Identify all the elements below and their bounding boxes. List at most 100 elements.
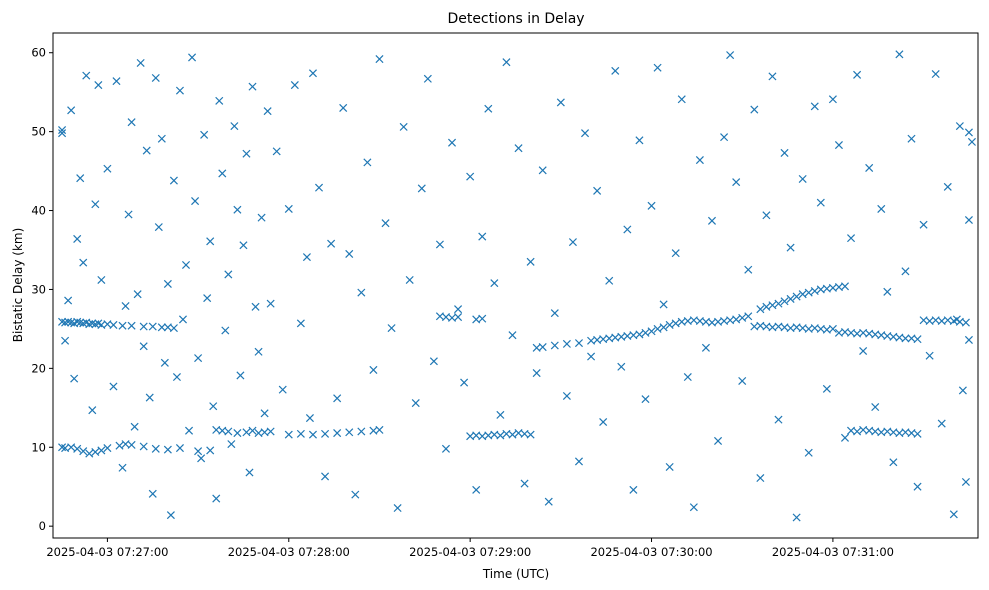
data-point-marker [230,122,239,131]
data-point-marker [526,257,535,266]
data-point-marker [357,288,366,297]
data-point-marker [172,373,181,382]
data-point-marker [514,144,523,153]
data-point-marker [871,402,880,412]
data-point-marker [756,474,765,483]
data-point-marker [314,183,324,192]
data-point-marker [508,430,517,439]
data-point-marker [363,158,372,167]
y-axis-label: Bistatic Delay (km) [11,228,25,343]
data-point-marker [671,319,680,328]
data-point-marker [242,149,251,158]
data-point-marker [714,436,723,445]
data-point-marker [97,446,106,455]
data-point-marker [949,510,958,519]
data-point-marker [641,395,650,404]
data-point-marker [883,287,892,296]
data-point-marker [148,322,157,331]
y-tick-label: 10 [31,440,46,454]
data-point-marker [877,204,886,213]
data-point-marker [538,343,547,352]
data-point-marker [296,319,305,328]
data-point-marker [375,425,384,434]
x-axis-label: Time (UTC) [482,567,549,581]
data-point-marker [810,286,819,296]
data-point-marker [194,354,203,363]
data-point-marker [454,313,463,322]
data-point-marker [472,485,481,494]
data-point-marker [206,237,215,246]
data-point-marker [61,336,70,345]
data-point-marker [212,494,221,503]
data-point-marker [738,376,747,386]
y-tick-label: 50 [31,125,46,139]
data-point-marker [393,503,402,513]
data-points [58,50,976,522]
data-point-marker [97,275,106,285]
data-point-marker [148,489,157,498]
y-tick-label: 60 [31,46,46,60]
data-point-marker [236,371,245,380]
data-point-marker [203,294,212,303]
data-point-marker [321,472,330,481]
data-point-marker [581,129,590,138]
data-point-marker [768,301,777,310]
data-point-marker [665,320,674,329]
data-point-marker [952,315,961,324]
data-point-marker [127,118,136,127]
data-point-marker [254,347,263,356]
data-point-marker [417,184,426,193]
data-point-marker [145,393,154,402]
data-point-marker [257,213,266,222]
data-point-marker [115,441,124,450]
data-point-marker [671,249,680,258]
data-point-marker [163,279,172,288]
data-point-marker [215,96,224,105]
chart-title: Detections in Delay [447,11,584,27]
data-point-marker [345,249,354,258]
data-point-marker [925,351,934,360]
data-point-marker [175,86,184,95]
y-tick-label: 20 [31,361,46,375]
data-point-marker [399,122,408,131]
data-point-marker [665,462,674,472]
data-point-marker [242,428,251,437]
data-point-marker [913,335,922,344]
data-point-marker [224,270,233,279]
data-point-marker [345,428,354,437]
data-point-marker [635,330,644,339]
data-point-marker [251,302,260,311]
data-point-marker [562,339,571,348]
data-point-marker [828,324,837,333]
data-point-marker [157,134,166,143]
data-point-marker [780,148,789,157]
data-point-marker [964,335,973,344]
data-point-marker [151,444,160,453]
data-point-marker [61,318,70,327]
x-tick-label: 2025-04-03 07:27:00 [46,545,168,559]
data-point-marker [647,201,656,210]
data-point-marker [154,223,163,232]
data-point-marker [308,430,317,439]
data-point-marker [321,429,330,438]
data-point-marker [64,317,73,326]
data-point-marker [191,197,200,206]
data-point-marker [629,485,638,494]
data-point-marker [744,312,753,321]
data-point-marker [895,50,904,59]
x-tick-label: 2025-04-03 07:29:00 [409,545,531,559]
data-point-marker [961,318,970,327]
data-point-marker [296,429,305,438]
data-point-marker [209,402,218,411]
data-point-marker [375,55,384,64]
data-point-marker [169,324,178,333]
data-point-marker [139,342,148,351]
data-point-marker [623,225,632,234]
data-point-marker [136,58,145,68]
data-point-marker [248,82,257,91]
x-axis-ticks: 2025-04-03 07:27:00 2025-04-03 07:28:00 20… [46,538,894,559]
data-point-marker [919,220,928,229]
data-point-marker [847,234,856,243]
data-point-marker [762,211,771,220]
data-point-marker [305,414,314,423]
